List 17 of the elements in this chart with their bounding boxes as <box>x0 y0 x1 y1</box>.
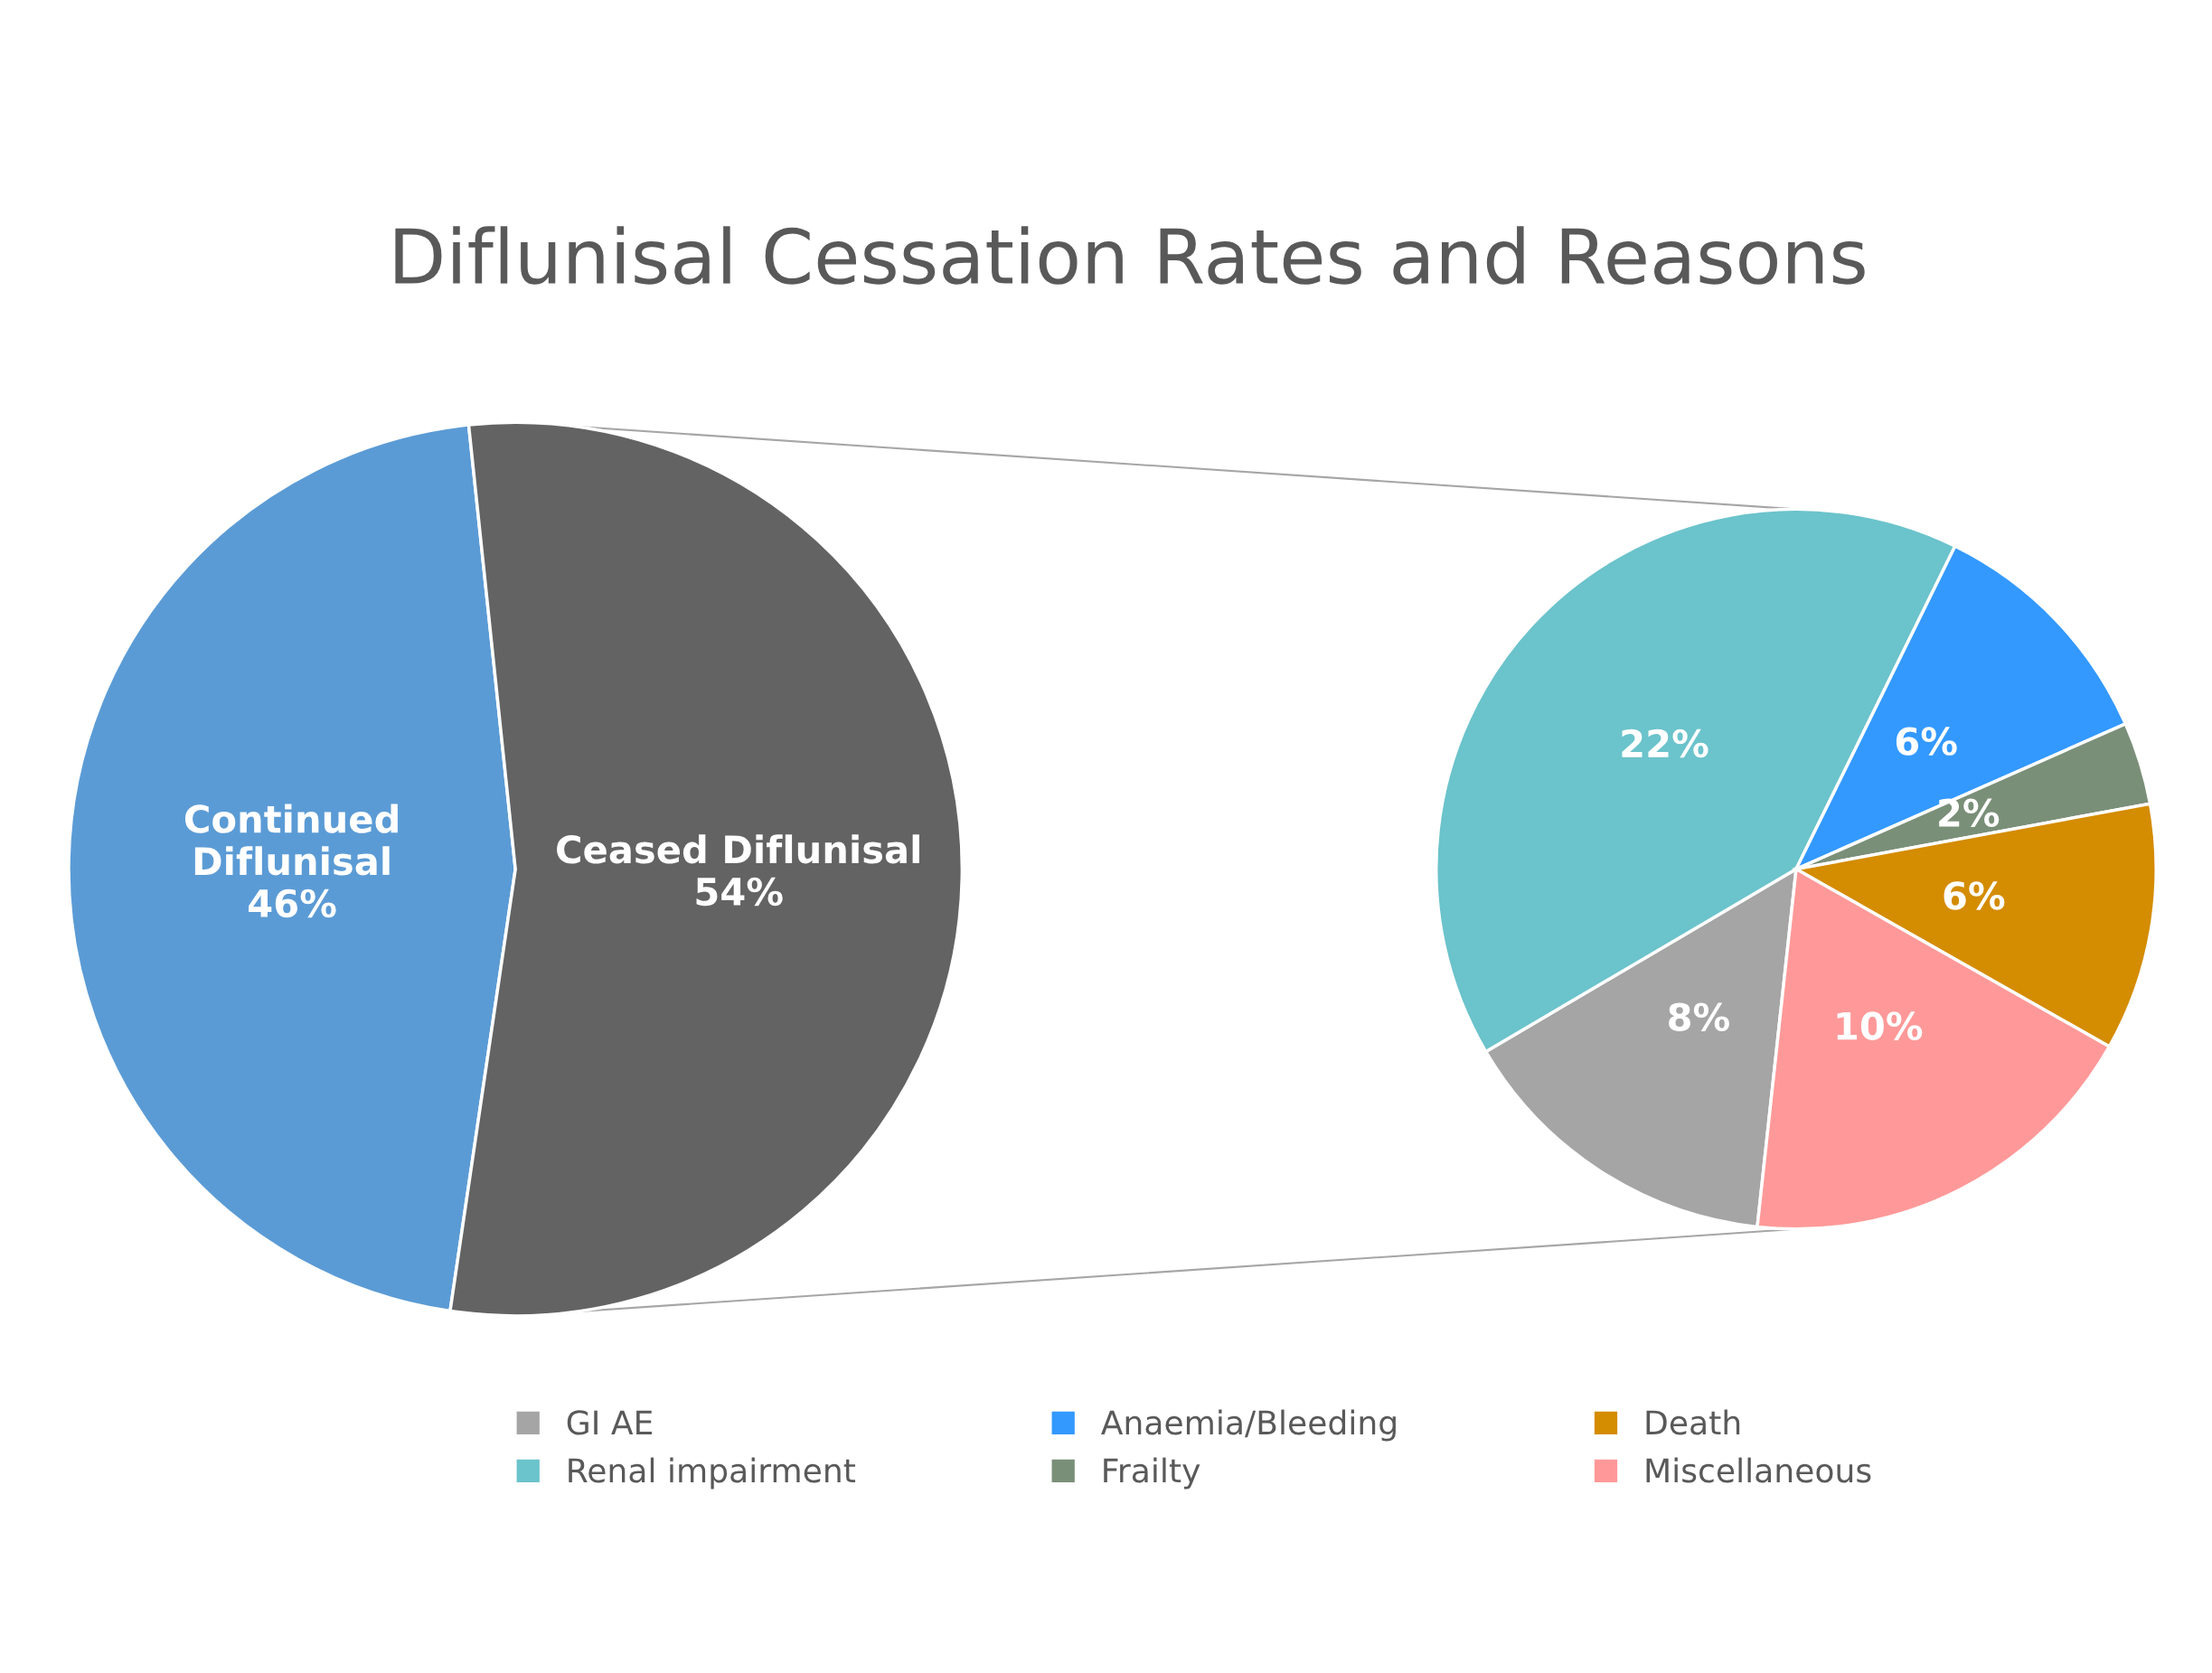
text: Diflunisal Cessation Rates and Reasons <box>395 226 1865 285</box>
legend-label: Frailty <box>1104 1457 1200 1490</box>
data-label: 6% <box>1896 727 1957 756</box>
data-label: 2% <box>1939 798 2000 828</box>
legend-label: Anaemia/Bleeding <box>1101 1409 1396 1442</box>
legend-label: Renal impairment <box>569 1457 856 1490</box>
legend-label: GI AE <box>567 1410 653 1435</box>
data-label: 10% <box>1837 1011 1923 1040</box>
data-label: 8% <box>1669 1002 1729 1031</box>
slice-label: Ceased Diflunisal <box>557 834 919 864</box>
legend-label: Miscellaneous <box>1646 1457 1871 1483</box>
data-label: 22% <box>1622 728 1708 758</box>
legend-label: Death <box>1646 1409 1740 1435</box>
slice-label: Continued Diflunisal <box>184 804 398 876</box>
data-label: 6% <box>1944 881 2005 910</box>
data-label: 54% <box>696 877 783 907</box>
data-label: 46% <box>249 888 336 918</box>
